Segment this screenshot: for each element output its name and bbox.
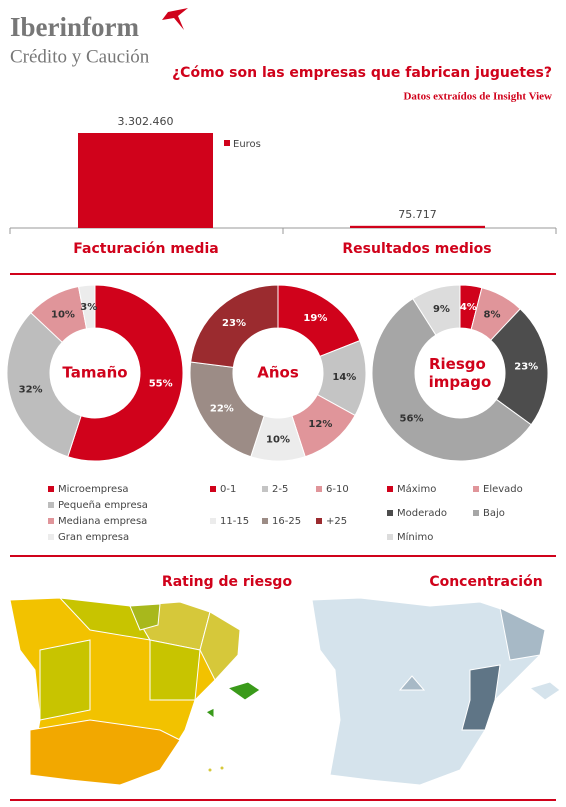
slice-label: 14% xyxy=(332,372,356,383)
legend-label: Moderado xyxy=(397,508,447,519)
legend-swatch xyxy=(387,486,393,492)
legend-label: Pequeña empresa xyxy=(58,500,148,511)
legend-swatch xyxy=(210,486,216,492)
legend-swatch xyxy=(224,140,230,146)
tagline: Crédito y Caución xyxy=(10,46,150,67)
logo xyxy=(162,8,188,30)
legend-label: 16-25 xyxy=(272,516,301,527)
legend-label: 11-15 xyxy=(220,516,249,527)
pie-slice xyxy=(77,284,96,330)
pie-slice xyxy=(412,284,461,336)
pie-slice xyxy=(371,298,532,462)
legend-label: Mediana empresa xyxy=(58,516,147,527)
legend-swatch xyxy=(262,518,268,524)
legend-swatch xyxy=(48,502,54,508)
slice-label: 12% xyxy=(308,419,332,430)
legend-label: 2-5 xyxy=(272,484,288,495)
legend-label: Elevado xyxy=(483,484,523,495)
legend-swatch xyxy=(473,510,479,516)
legend-swatch xyxy=(48,518,54,524)
brand: Iberinform xyxy=(10,12,139,42)
legend-label: +25 xyxy=(326,516,347,527)
bar xyxy=(350,225,485,228)
pie-title: Tamaño xyxy=(62,364,127,382)
slice-label: 56% xyxy=(400,414,424,425)
legend-label: Máximo xyxy=(397,483,436,495)
slice-label: 22% xyxy=(210,404,234,415)
page-title: ¿Cómo son las empresas que fabrican jugu… xyxy=(172,65,552,81)
slice-label: 8% xyxy=(484,310,501,321)
legend-swatch xyxy=(210,518,216,524)
map-title: Concentración xyxy=(429,574,542,590)
pie-title: Años xyxy=(257,364,299,382)
category-label: Facturación media xyxy=(73,241,218,257)
legend-label: 6-10 xyxy=(326,484,349,495)
legend-swatch xyxy=(48,534,54,540)
legend-swatch xyxy=(387,510,393,516)
slice-label: 3% xyxy=(80,302,97,313)
legend-swatch xyxy=(316,518,322,524)
legend-label: Bajo xyxy=(483,508,505,519)
legend-label: Gran empresa xyxy=(58,532,129,543)
slice-label: 10% xyxy=(266,435,290,446)
concentration-map xyxy=(311,597,561,786)
legend-swatch xyxy=(473,486,479,492)
bar xyxy=(78,133,213,228)
slice-label: 19% xyxy=(303,313,327,324)
value-label: 75.717 xyxy=(398,208,437,221)
value-label: 3.302.460 xyxy=(118,115,174,128)
legend-label: Euros xyxy=(233,139,261,150)
pie-slice xyxy=(6,312,82,458)
legend-label: Mínimo xyxy=(397,531,433,543)
slice-label: 23% xyxy=(222,318,246,329)
legend-swatch xyxy=(262,486,268,492)
legend-swatch xyxy=(387,534,393,540)
slice-label: 32% xyxy=(19,385,43,396)
source: Datos extraídos de Insight View xyxy=(403,91,552,103)
pie-slice xyxy=(67,284,184,462)
pie-slice xyxy=(190,284,279,368)
legend-label: 0-1 xyxy=(220,484,236,495)
legend-swatch xyxy=(316,486,322,492)
risk-map xyxy=(9,597,261,786)
slice-label: 10% xyxy=(51,310,75,321)
map-title: Rating de riesgo xyxy=(162,574,293,590)
category-label: Resultados medios xyxy=(342,241,491,257)
pie-title: Riesgo impago xyxy=(429,355,492,391)
slice-label: 9% xyxy=(433,304,450,315)
legend-label: Microempresa xyxy=(58,484,129,495)
legend-swatch xyxy=(48,486,54,492)
slice-label: 4% xyxy=(460,302,477,313)
slice-label: 55% xyxy=(149,378,173,389)
pie-slice xyxy=(490,308,549,426)
slice-label: 23% xyxy=(514,362,538,373)
